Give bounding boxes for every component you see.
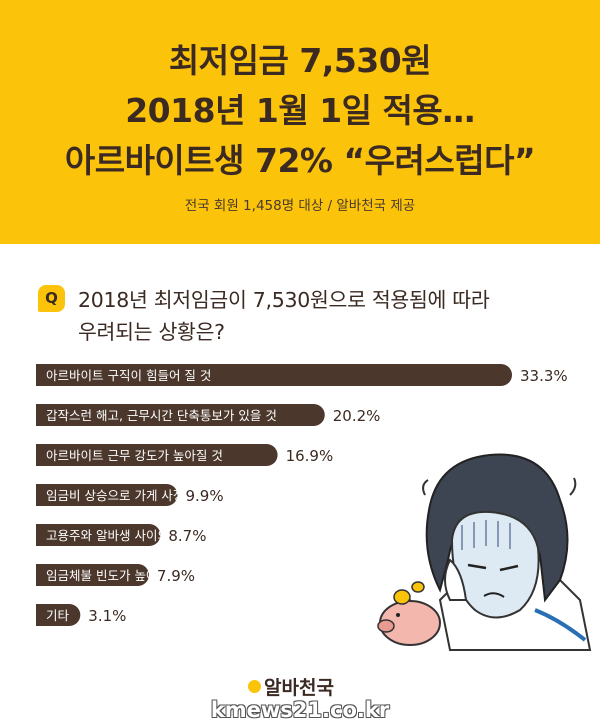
bar-3 <box>36 444 278 466</box>
logo-mark-icon <box>248 679 261 693</box>
title-line-1: 최저임금 7,530원 <box>168 41 432 80</box>
bar-label-6: 임금체불 빈도가 높아질 것 <box>46 568 184 583</box>
bar-label-4: 임금비 상승으로 가게 사정이 악화될 것 <box>46 488 250 503</box>
bar-4-left-edge <box>36 484 58 506</box>
bar-2 <box>36 404 325 426</box>
value-label-2: 20.2% <box>333 407 381 425</box>
piggy-bank-icon <box>377 581 441 646</box>
bar-4 <box>36 484 178 506</box>
bar-2-left-edge <box>36 404 58 426</box>
value-label-3: 16.9% <box>286 447 334 465</box>
title-line-2: 2018년 1월 1일 적용… <box>125 91 475 130</box>
bar-1 <box>36 364 512 386</box>
value-label-1: 33.3% <box>520 367 568 385</box>
question-line-1: 2018년 최저임금이 7,530원으로 적용됨에 따라 <box>78 288 490 312</box>
alba-logo: 알바천국 <box>248 672 334 700</box>
bar-1-left-edge <box>36 364 58 386</box>
bar-label-7: 기타 <box>46 608 70 623</box>
bar-3-left-edge <box>36 444 58 466</box>
value-label-6: 7.9% <box>157 567 195 585</box>
header-banner: 최저임금 7,530원 2018년 1월 1일 적용… 아르바이트생 72% “… <box>0 0 600 244</box>
bar-7-left-edge <box>36 604 58 626</box>
question-line-2: 우려되는 상황은? <box>78 320 225 344</box>
bar-5 <box>36 524 161 546</box>
value-label-7: 3.1% <box>88 607 126 625</box>
watermark: kmews21.co.kr <box>210 698 390 722</box>
bar-chart: 아르바이트 구직이 힘들어 질 것 33.3% 갑작스런 해고, 근무시간 단축통보… <box>36 364 568 626</box>
bar-label-2: 갑작스런 해고, 근무시간 단축통보가 있을 것 <box>46 408 277 423</box>
bar-label-3: 아르바이트 근무 강도가 높아질 것 <box>46 448 223 463</box>
logo-text: 알바천국 <box>264 676 334 699</box>
bar-label-1: 아르바이트 구직이 힘들어 질 것 <box>46 368 211 383</box>
value-label-4: 9.9% <box>186 487 224 505</box>
bar-6 <box>36 564 149 586</box>
bar-5-left-edge <box>36 524 58 546</box>
bar-label-5: 고용주와 알바생 사이의 갈등이 깊어질 것 <box>46 528 261 543</box>
title-line-3: 아르바이트생 72% “우려스럽다” <box>64 141 536 180</box>
question-badge: Q <box>38 285 65 312</box>
worried-person-icon <box>422 453 592 651</box>
bar-6-left-edge <box>36 564 58 586</box>
subtitle: 전국 회원 1,458명 대상 / 알바천국 제공 <box>184 198 416 214</box>
value-label-5: 8.7% <box>168 527 206 545</box>
